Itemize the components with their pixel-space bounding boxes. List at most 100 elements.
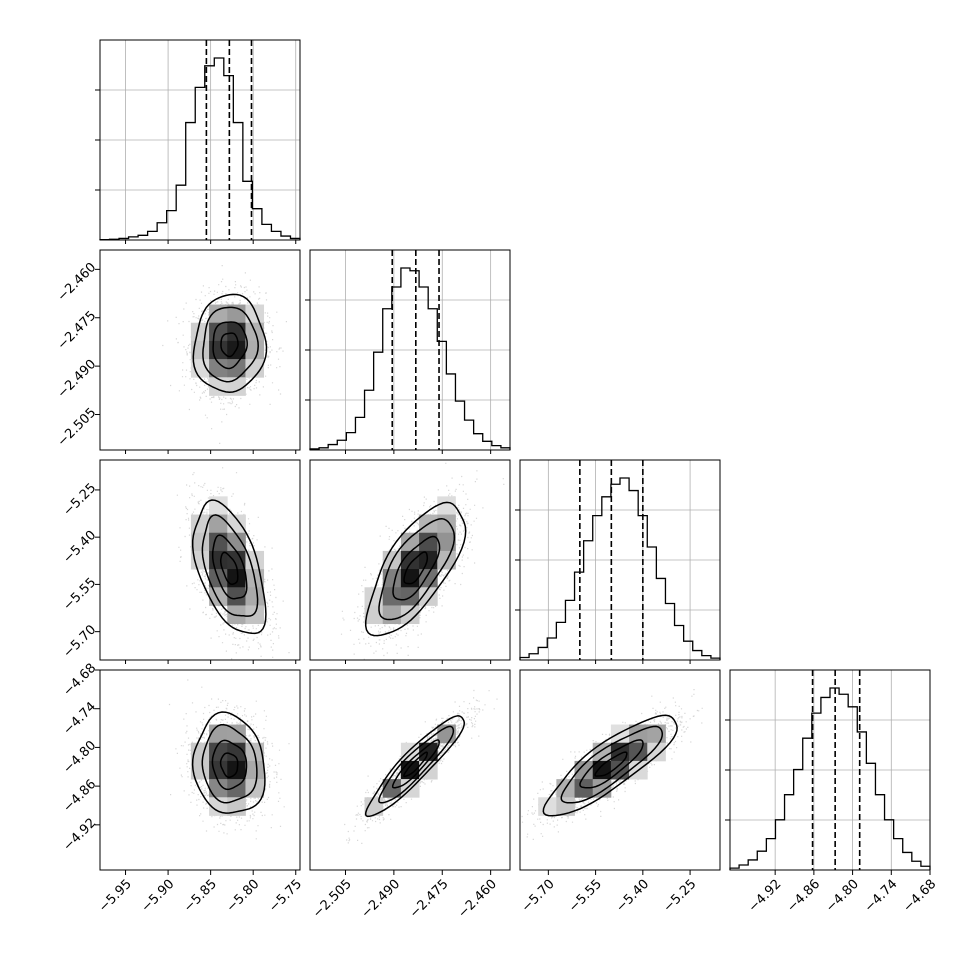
y-tick-label: −4.92	[61, 816, 100, 855]
scatter-panel-p2-p0	[176, 467, 290, 660]
y-tick-label: −5.55	[61, 575, 100, 614]
density-cell	[400, 550, 420, 570]
contour-1	[211, 739, 248, 791]
contour-0	[403, 751, 428, 778]
x-tick-label: −5.40	[613, 877, 652, 916]
hist-panel-p0	[95, 40, 301, 241]
density-cell	[245, 587, 265, 606]
contour-1	[212, 321, 248, 370]
density-cell	[227, 359, 246, 378]
x-tick-label: −4.74	[862, 877, 901, 916]
y-tick-label: −4.80	[61, 738, 100, 777]
histogram-p2	[519, 477, 721, 660]
density-cell	[227, 724, 246, 744]
contour-2	[202, 306, 259, 383]
x-tick-label: −5.25	[661, 877, 700, 916]
density-cell	[209, 359, 228, 378]
panel-frame	[99, 249, 301, 451]
density-cell	[364, 587, 384, 606]
x-tick-label: −5.70	[519, 877, 558, 916]
scatter-points	[168, 679, 290, 840]
y-tick-label: −5.40	[61, 528, 100, 567]
x-tick-label: −5.85	[181, 877, 220, 916]
contour-0	[403, 551, 429, 585]
density-cell	[419, 532, 438, 552]
density-cell	[382, 587, 402, 606]
scatter-panel-p3-p1	[344, 689, 498, 844]
y-tick-label: −5.70	[61, 622, 100, 661]
x-tick-label: −4.80	[823, 877, 862, 916]
contour-3	[364, 501, 467, 637]
density-cell	[245, 605, 265, 625]
x-tick-label: −5.80	[224, 877, 263, 916]
density-cell	[227, 550, 246, 570]
x-tick-label: −5.55	[566, 877, 605, 916]
y-tick-label: −2.505	[55, 405, 100, 450]
density-cell	[419, 742, 438, 762]
y-tick-label: −4.68	[61, 661, 100, 700]
scatter-panel-p3-p0	[168, 679, 290, 840]
histogram-p1	[309, 267, 511, 450]
x-tick-label: −4.68	[901, 877, 940, 916]
density-cell	[556, 797, 575, 816]
density-cell	[382, 605, 402, 625]
contour-2	[201, 723, 258, 804]
density-cell	[245, 304, 265, 324]
density-cell	[227, 742, 246, 762]
contour-0	[219, 551, 239, 585]
panel-frame	[519, 459, 721, 661]
x-tick-label: −5.95	[96, 877, 135, 916]
panel-frame	[309, 669, 511, 871]
density-cell	[209, 514, 228, 534]
density-cell	[209, 742, 228, 762]
density-cell	[227, 514, 246, 534]
density-cell	[647, 742, 666, 762]
density-cell	[245, 359, 265, 378]
x-tick-label: −2.490	[359, 877, 404, 922]
contour-0	[594, 751, 628, 777]
y-tick-label: −4.74	[61, 699, 100, 738]
panel-frame	[309, 459, 511, 661]
contour-0	[219, 752, 239, 778]
x-tick-label: −4.86	[784, 877, 823, 916]
density-cell	[209, 550, 228, 570]
panel-frame	[729, 669, 931, 871]
density-cell	[227, 377, 246, 396]
y-tick-label: −2.460	[55, 260, 100, 305]
contour-2	[560, 725, 664, 804]
density-cell	[245, 760, 265, 780]
contour-3	[191, 711, 266, 814]
density-cell	[400, 742, 420, 762]
density-cell	[209, 340, 228, 360]
density-cell	[574, 760, 594, 780]
density-cell	[190, 340, 210, 360]
density-cell	[209, 304, 228, 324]
y-tick-label: −5.25	[61, 481, 100, 520]
density-cell	[209, 760, 228, 780]
panel-frame	[99, 459, 301, 661]
scatter-panel-p3-p2	[521, 689, 703, 840]
hist-panel-p3	[725, 670, 931, 870]
scatter-panel-p1-p0	[162, 265, 287, 444]
density-cell	[245, 340, 265, 360]
contour-1	[211, 534, 248, 600]
x-tick-label: −5.75	[266, 877, 305, 916]
density-cell	[419, 569, 438, 588]
density-cell	[209, 779, 228, 798]
y-tick-label: −2.475	[55, 308, 100, 353]
contour-2	[378, 725, 455, 804]
density-cell	[419, 587, 438, 606]
density-cell	[227, 587, 246, 606]
density-cell	[227, 569, 246, 588]
contour-3	[192, 293, 268, 393]
contour-2	[201, 514, 259, 617]
hist-panel-p1	[305, 250, 511, 450]
density-cell	[437, 496, 456, 515]
x-tick-label: −5.90	[139, 877, 178, 916]
contour-3	[542, 714, 678, 817]
density-cell	[227, 304, 246, 324]
density-cell	[574, 779, 594, 798]
hist-panel-p2	[515, 460, 721, 660]
density-cell	[437, 532, 456, 552]
